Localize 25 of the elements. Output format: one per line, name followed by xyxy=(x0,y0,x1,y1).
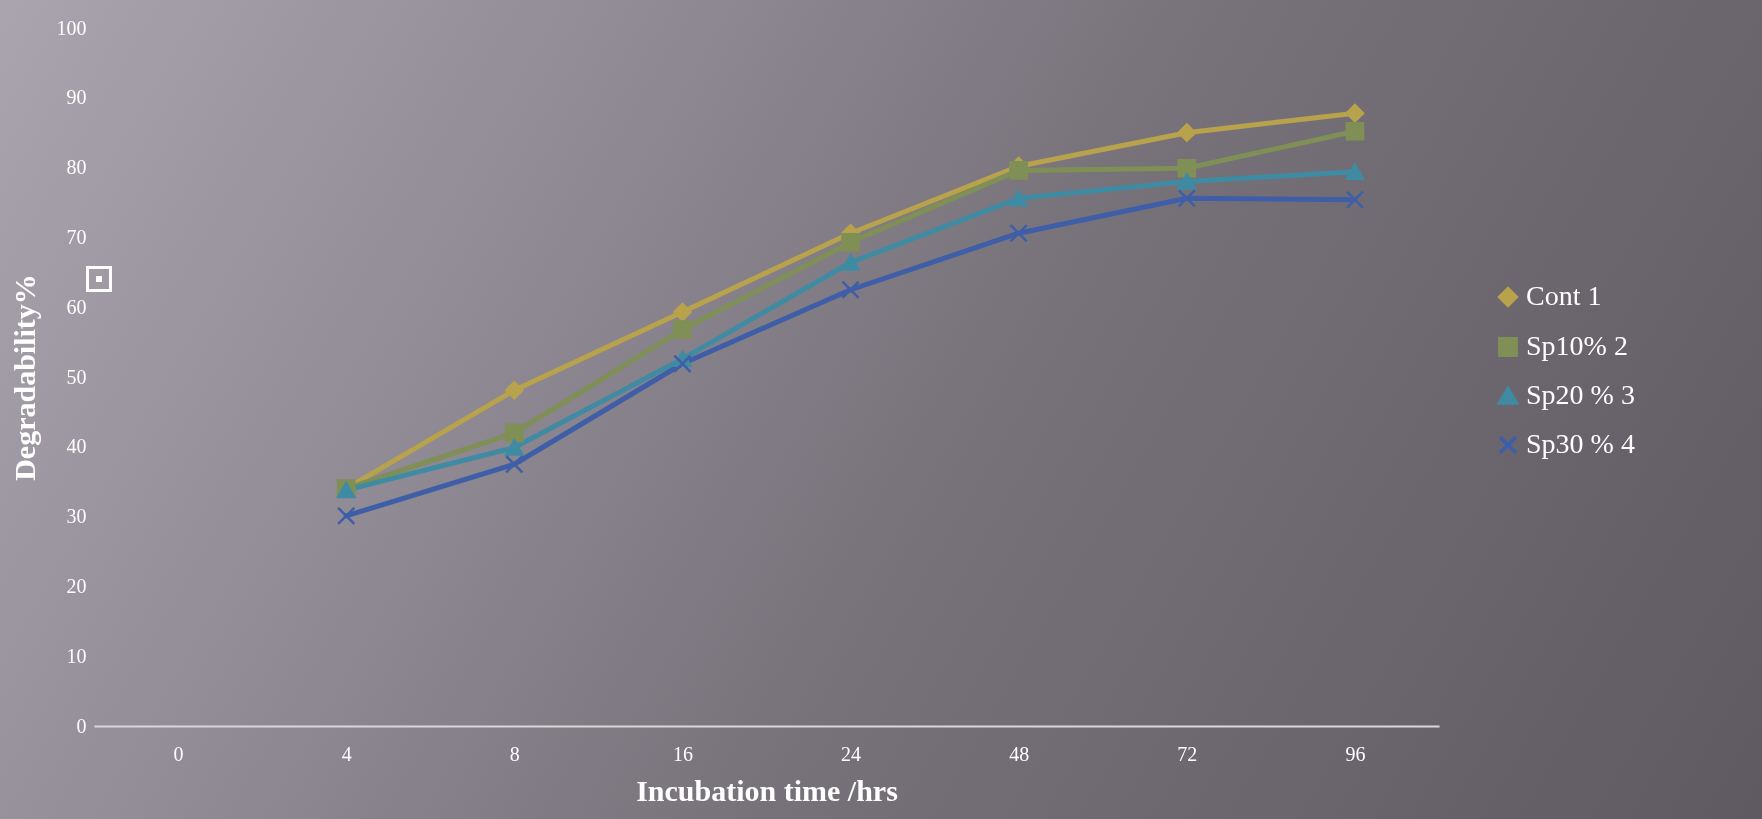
legend-label: Cont 1 xyxy=(1526,280,1602,311)
x-tick-label: 16 xyxy=(672,742,693,765)
y-tick-label: 40 xyxy=(66,435,87,458)
x-tick-label: 24 xyxy=(841,742,862,765)
y-tick-label: 90 xyxy=(66,86,87,109)
y-tick-label: 30 xyxy=(66,505,87,528)
x-tick-label: 8 xyxy=(509,742,520,765)
x-tick-label: 0 xyxy=(173,742,184,765)
y-tick-label: 0 xyxy=(76,714,87,737)
y-tick-label: 100 xyxy=(56,16,87,39)
y-tick-label: 20 xyxy=(66,574,87,597)
x-tick-label: 72 xyxy=(1177,742,1198,765)
y-tick-label: 60 xyxy=(66,295,87,318)
x-tick-label: 4 xyxy=(341,742,352,765)
x-tick-label: 48 xyxy=(1009,742,1030,765)
y-tick-label: 70 xyxy=(66,225,87,248)
legend-label: Sp10% 2 xyxy=(1526,330,1628,361)
legend-label: Sp20 % 3 xyxy=(1526,379,1635,410)
y-tick-label: 80 xyxy=(66,156,87,179)
y-axis-title: Degradability% xyxy=(7,274,41,481)
y-tick-label: 50 xyxy=(66,365,87,388)
legend-label: Sp30 % 4 xyxy=(1526,428,1635,459)
x-axis-title: Incubation time /hrs xyxy=(636,773,898,807)
x-tick-label: 96 xyxy=(1345,742,1366,765)
y-tick-label: 10 xyxy=(66,644,87,667)
